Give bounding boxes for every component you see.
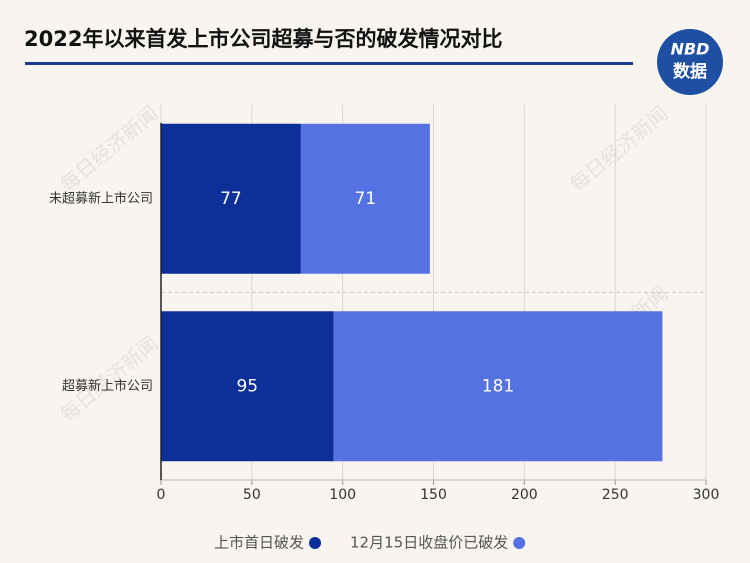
title-underline xyxy=(25,62,633,65)
x-tick-label: 250 xyxy=(602,487,629,503)
legend-label: 上市首日破发 xyxy=(214,534,304,552)
value-label: 181 xyxy=(482,376,514,396)
x-tick-label: 100 xyxy=(329,487,356,503)
x-tick-label: 150 xyxy=(420,487,447,503)
logo xyxy=(657,29,723,95)
bar xyxy=(300,123,430,274)
x-tick-label: 200 xyxy=(511,487,538,503)
bar xyxy=(333,311,663,462)
x-tick-label: 300 xyxy=(693,487,720,503)
x-tick-label: 50 xyxy=(243,487,261,503)
bar xyxy=(161,123,301,274)
bar xyxy=(161,311,334,462)
y-tick-label: 超募新上市公司 xyxy=(62,378,153,394)
x-tick-label: 0 xyxy=(157,487,166,503)
legend-label: 12月15日收盘价已破发 xyxy=(350,534,508,552)
y-tick-label: 未超募新上市公司 xyxy=(49,190,153,206)
value-label: 77 xyxy=(220,189,242,209)
chart-title: 2022年以来首发上市公司超募与否的破发情况对比 xyxy=(24,27,502,51)
logo-brand: NBD xyxy=(671,40,710,59)
legend-marker xyxy=(309,537,322,549)
legend-marker xyxy=(513,537,526,549)
logo-label: 数据 xyxy=(673,61,707,82)
value-label: 95 xyxy=(236,376,258,396)
value-label: 71 xyxy=(355,189,377,209)
